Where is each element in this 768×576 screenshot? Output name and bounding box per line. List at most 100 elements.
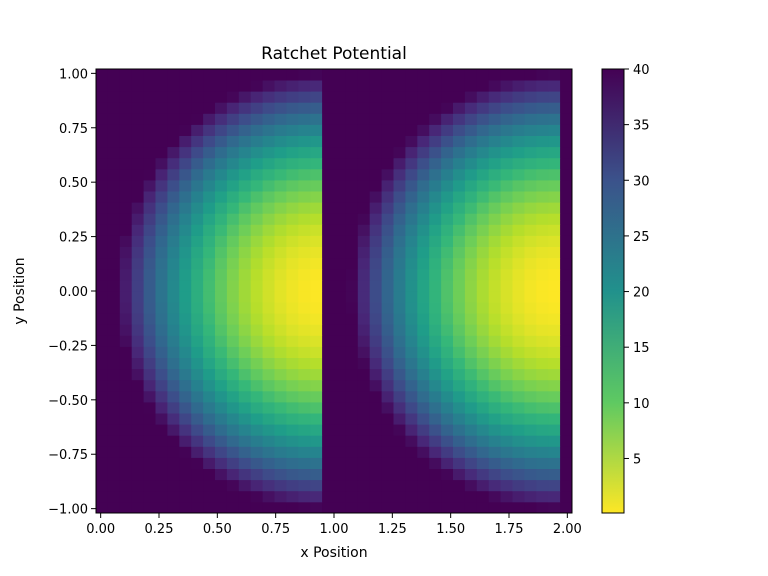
heatmap-cell — [155, 124, 168, 136]
heatmap-cell — [500, 313, 513, 325]
heatmap-cell — [310, 302, 323, 314]
heatmap-cell — [119, 402, 133, 414]
heatmap-cell — [179, 80, 192, 92]
heatmap-cell — [488, 268, 501, 281]
heatmap-cell — [560, 213, 573, 225]
heatmap-cell — [357, 501, 371, 514]
heatmap-cell — [107, 501, 121, 514]
heatmap-cell — [453, 202, 466, 214]
heatmap-cell — [119, 501, 133, 514]
heatmap-cell — [155, 390, 168, 403]
heatmap-cell — [429, 268, 442, 281]
heatmap-cell — [191, 69, 204, 81]
heatmap-cell — [453, 302, 466, 314]
heatmap-cell — [250, 91, 263, 103]
heatmap-cell — [488, 479, 501, 492]
heatmap-cell — [548, 346, 561, 358]
heatmap-cell — [238, 246, 252, 259]
heatmap-cell — [560, 335, 573, 347]
heatmap-cell — [357, 402, 371, 414]
heatmap-cell — [548, 80, 561, 92]
heatmap-cell — [405, 357, 418, 370]
heatmap-cell — [464, 313, 478, 325]
heatmap-cell — [536, 80, 549, 92]
heatmap-cell — [512, 268, 525, 281]
x-tick-label: 0.50 — [203, 522, 232, 537]
heatmap-cell — [453, 435, 466, 447]
heatmap-cell — [369, 402, 382, 414]
heatmap-cell — [405, 279, 418, 292]
heatmap-cell — [107, 146, 121, 159]
heatmap-cell — [453, 346, 466, 358]
heatmap-cell — [334, 457, 347, 469]
heatmap-cell — [262, 157, 275, 170]
heatmap-cell — [226, 257, 240, 270]
heatmap-cell — [524, 468, 537, 481]
heatmap-cell — [155, 91, 168, 103]
heatmap-cell — [262, 80, 275, 92]
heatmap-cell — [215, 257, 228, 270]
heatmap-cell — [405, 324, 418, 336]
heatmap-cell — [131, 268, 144, 281]
heatmap-cell — [381, 468, 394, 481]
heatmap-cell — [203, 413, 216, 425]
heatmap-cell — [298, 335, 311, 347]
heatmap-cell — [488, 69, 501, 81]
heatmap-cell — [298, 279, 311, 292]
heatmap-cell — [441, 435, 454, 447]
heatmap-cell — [298, 202, 311, 214]
heatmap-cell — [322, 379, 335, 392]
heatmap-cell — [429, 235, 442, 247]
heatmap-cell — [464, 113, 478, 125]
heatmap-cell — [560, 324, 573, 336]
heatmap-cell — [286, 191, 299, 203]
heatmap-cell — [167, 313, 180, 325]
heatmap-cell — [345, 313, 359, 325]
heatmap-cell — [262, 379, 275, 392]
heatmap-cell — [488, 302, 501, 314]
heatmap-cell — [417, 346, 430, 358]
heatmap-cell — [286, 135, 299, 148]
heatmap-cell — [393, 424, 406, 436]
heatmap-cell — [226, 191, 240, 203]
heatmap-cell — [131, 313, 144, 325]
heatmap-cell — [155, 302, 168, 314]
heatmap-cell — [405, 102, 418, 114]
heatmap-cell — [143, 91, 156, 103]
heatmap-cell — [155, 168, 168, 181]
heatmap-cell — [476, 413, 490, 425]
heatmap-cell — [250, 113, 263, 125]
heatmap-cell — [250, 69, 263, 81]
heatmap-cell — [357, 479, 371, 492]
heatmap-cell — [369, 102, 382, 114]
heatmap-cell — [512, 202, 525, 214]
heatmap-cell — [274, 157, 287, 170]
heatmap-cell — [560, 191, 573, 203]
heatmap-cell — [488, 91, 501, 103]
heatmap-cell — [441, 446, 454, 458]
heatmap-cell — [274, 257, 287, 270]
heatmap-cell — [345, 346, 359, 358]
heatmap-cell — [453, 379, 466, 392]
heatmap-cell — [203, 335, 216, 347]
heatmap-cell — [179, 224, 192, 236]
heatmap-cell — [131, 180, 144, 192]
heatmap-cell — [429, 335, 442, 347]
heatmap-cell — [167, 146, 180, 159]
heatmap-cell — [441, 413, 454, 425]
heatmap-cell — [286, 102, 299, 114]
heatmap-cell — [405, 413, 418, 425]
heatmap-cell — [500, 168, 513, 181]
heatmap-cell — [298, 490, 311, 503]
heatmap-cell — [167, 413, 180, 425]
heatmap-cell — [215, 213, 228, 225]
heatmap-cell — [262, 368, 275, 381]
heatmap-cell — [548, 268, 561, 281]
heatmap-cell — [453, 501, 466, 514]
heatmap-cell — [107, 213, 121, 225]
heatmap-cell — [345, 468, 359, 481]
heatmap-cell — [464, 180, 478, 192]
heatmap-cell — [405, 91, 418, 103]
heatmap-cell — [191, 335, 204, 347]
heatmap-cell — [96, 501, 109, 514]
